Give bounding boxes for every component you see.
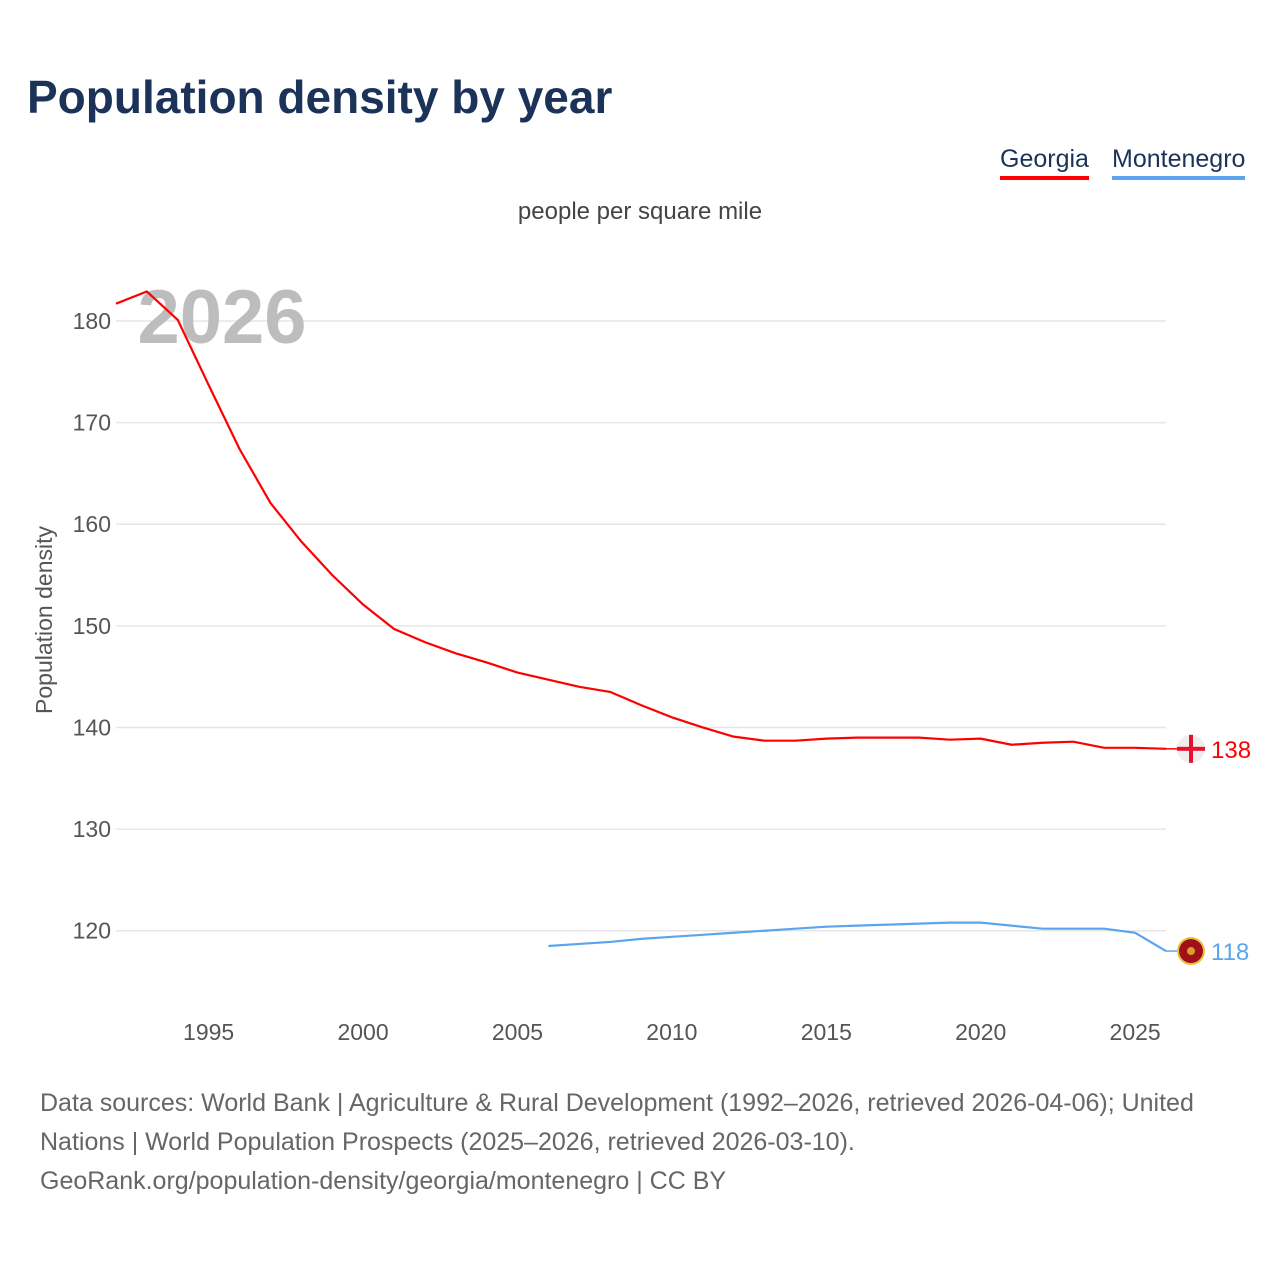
end-value-label: 138 bbox=[1211, 737, 1251, 764]
y-tick-label: 130 bbox=[73, 816, 111, 842]
y-tick-label: 160 bbox=[73, 511, 111, 537]
x-tick-label: 2025 bbox=[1110, 1019, 1161, 1045]
y-axis-label: Population density bbox=[31, 526, 57, 714]
y-tick-label: 150 bbox=[73, 613, 111, 639]
year-watermark: 2026 bbox=[137, 275, 306, 360]
series-line-montenegro bbox=[548, 921, 1167, 953]
y-tick-label: 170 bbox=[73, 410, 111, 436]
chart-title: Population density by year bbox=[27, 71, 613, 123]
y-tick-label: 120 bbox=[73, 918, 111, 944]
y-tick-label: 140 bbox=[73, 714, 111, 740]
source-link[interactable]: GeoRank.org/population-density/georgia/m… bbox=[40, 1167, 727, 1195]
y-tick-label: 180 bbox=[73, 308, 111, 334]
end-value-label: 118 bbox=[1211, 939, 1249, 966]
x-tick-label: 1995 bbox=[183, 1019, 234, 1045]
chart-subtitle: people per square mile bbox=[517, 198, 763, 225]
footer: Data sources: World Bank | Agriculture &… bbox=[40, 1084, 1250, 1201]
flag-emblem bbox=[1187, 947, 1195, 956]
x-tick-label: 2000 bbox=[337, 1019, 388, 1045]
flag-cross bbox=[1189, 734, 1193, 763]
series-line-georgia bbox=[115, 290, 1167, 750]
x-tick-label: 2005 bbox=[492, 1019, 543, 1045]
x-tick-label: 2010 bbox=[646, 1019, 697, 1045]
legend-montenegro[interactable]: Montenegro bbox=[1112, 145, 1246, 180]
x-tick-label: 2015 bbox=[801, 1019, 852, 1045]
x-tick-label: 2020 bbox=[955, 1019, 1006, 1045]
legend-georgia[interactable]: Georgia bbox=[1000, 145, 1089, 180]
data-sources: Data sources: World Bank | Agriculture &… bbox=[40, 1089, 1194, 1156]
